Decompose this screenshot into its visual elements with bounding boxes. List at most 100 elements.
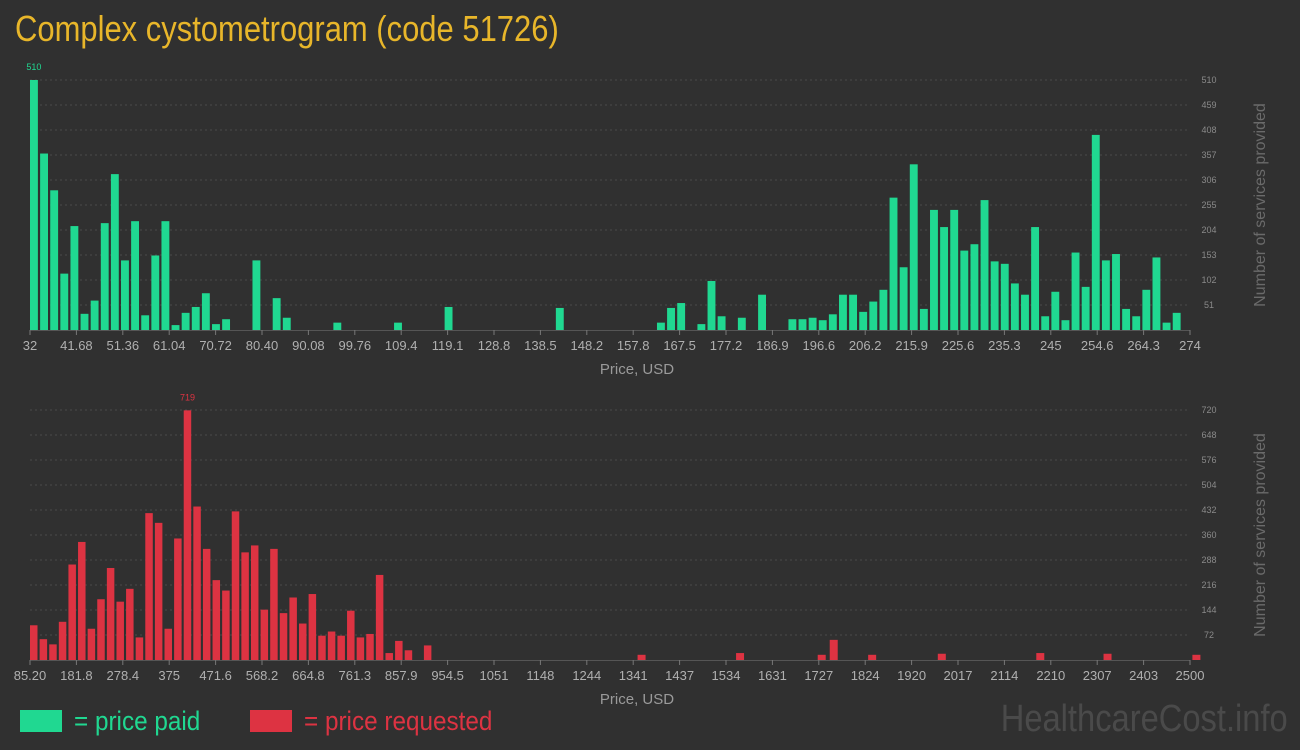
bar bbox=[1122, 308, 1131, 330]
bar bbox=[78, 541, 86, 660]
bar bbox=[1142, 289, 1151, 330]
x-tick-label: 1631 bbox=[758, 668, 787, 683]
bar bbox=[736, 653, 745, 660]
bar bbox=[68, 564, 76, 660]
x-tick-label: 235.3 bbox=[988, 338, 1021, 353]
x-tick-label: 375 bbox=[158, 668, 180, 683]
bar bbox=[279, 613, 288, 660]
x-tick-label: 1824 bbox=[851, 668, 880, 683]
bar bbox=[366, 633, 374, 660]
x-tick-label: 206.2 bbox=[849, 338, 882, 353]
bar bbox=[181, 312, 190, 330]
bar bbox=[444, 306, 453, 330]
bar bbox=[990, 261, 999, 330]
bar bbox=[174, 538, 182, 660]
bar bbox=[272, 298, 281, 330]
bar bbox=[869, 301, 878, 330]
bar bbox=[337, 635, 345, 660]
bar bbox=[49, 644, 57, 660]
bar bbox=[289, 597, 297, 660]
x-tick-label: 177.2 bbox=[710, 338, 743, 353]
y-tick-label: 720 bbox=[1201, 405, 1216, 415]
bar bbox=[58, 621, 67, 660]
x-tick-label: 568.2 bbox=[246, 668, 279, 683]
bar bbox=[637, 654, 646, 660]
y-tick-label: 459 bbox=[1201, 100, 1216, 110]
bar bbox=[919, 308, 928, 330]
bar bbox=[327, 631, 336, 660]
x-tick-label: 2307 bbox=[1083, 668, 1112, 683]
legend-label-paid: = price paid bbox=[74, 705, 201, 736]
bar bbox=[50, 190, 59, 330]
bar bbox=[1112, 254, 1120, 330]
y-axis-label: Number of services provided bbox=[1252, 433, 1269, 637]
bar bbox=[282, 317, 291, 330]
y-tick-label: 216 bbox=[1201, 580, 1216, 590]
x-tick-label: 1148 bbox=[526, 668, 554, 683]
bar bbox=[849, 294, 858, 330]
watermark: HealthcareCost.info bbox=[1000, 698, 1288, 740]
x-tick-label: 99.76 bbox=[339, 338, 372, 353]
x-axis-label: Price, USD bbox=[600, 691, 674, 708]
bar bbox=[879, 289, 888, 330]
bar bbox=[90, 300, 99, 330]
x-tick-label: 215.9 bbox=[895, 338, 928, 353]
x-tick-label: 954.5 bbox=[431, 668, 464, 683]
bar bbox=[555, 307, 564, 330]
x-tick-label: 61.04 bbox=[153, 338, 186, 353]
bar bbox=[183, 410, 192, 660]
x-tick-label: 119.1 bbox=[432, 338, 464, 353]
bar bbox=[667, 307, 675, 330]
bar bbox=[1071, 252, 1080, 330]
x-tick-label: 664.8 bbox=[292, 668, 325, 683]
x-tick-label: 138.5 bbox=[524, 338, 557, 353]
x-tick-label: 32 bbox=[23, 338, 37, 353]
bar bbox=[151, 255, 160, 330]
x-tick-label: 167.5 bbox=[663, 338, 696, 353]
bar bbox=[868, 654, 877, 660]
bar bbox=[758, 294, 766, 330]
bar bbox=[106, 567, 115, 660]
y-tick-label: 360 bbox=[1201, 530, 1216, 540]
x-tick-label: 857.9 bbox=[385, 668, 418, 683]
bar bbox=[1103, 653, 1112, 660]
bar bbox=[829, 639, 838, 660]
x-tick-label: 148.2 bbox=[571, 338, 604, 353]
bar bbox=[260, 609, 269, 660]
bar bbox=[100, 223, 109, 330]
bar bbox=[404, 650, 413, 660]
x-tick-label: 85.20 bbox=[14, 668, 47, 683]
y-tick-label: 102 bbox=[1201, 275, 1216, 285]
x-tick-label: 2114 bbox=[990, 668, 1018, 683]
x-tick-label: 2403 bbox=[1129, 668, 1158, 683]
bar bbox=[1192, 654, 1201, 660]
bar bbox=[1172, 312, 1181, 330]
bar bbox=[1081, 286, 1090, 330]
bar bbox=[859, 311, 868, 330]
bar bbox=[1091, 134, 1100, 330]
bar bbox=[1152, 257, 1161, 330]
y-tick-label: 72 bbox=[1204, 630, 1214, 640]
x-tick-label: 1341 bbox=[619, 668, 648, 683]
bar bbox=[318, 635, 326, 660]
bar bbox=[1051, 291, 1060, 330]
x-tick-label: 1244 bbox=[572, 668, 601, 683]
bar bbox=[39, 639, 48, 660]
bar bbox=[70, 226, 79, 330]
bar bbox=[950, 209, 959, 330]
bar bbox=[308, 594, 317, 660]
bar bbox=[889, 197, 898, 330]
bar bbox=[222, 590, 230, 660]
legend-swatch-paid bbox=[20, 710, 62, 732]
legend-swatch-requested bbox=[250, 710, 292, 732]
x-tick-label: 70.72 bbox=[199, 338, 232, 353]
price-paid-chart: 51 102 153 204 255 306 357 408 459 510 32 41.68 51.3… bbox=[23, 62, 1269, 378]
x-tick-label: 2210 bbox=[1036, 668, 1065, 683]
bar bbox=[171, 325, 180, 330]
bar bbox=[250, 545, 259, 660]
x-tick-label: 254.6 bbox=[1081, 338, 1114, 353]
bar bbox=[212, 324, 220, 330]
bar bbox=[80, 313, 89, 330]
peak-value-label: 510 bbox=[26, 62, 41, 72]
x-tick-label: 1920 bbox=[897, 668, 926, 683]
